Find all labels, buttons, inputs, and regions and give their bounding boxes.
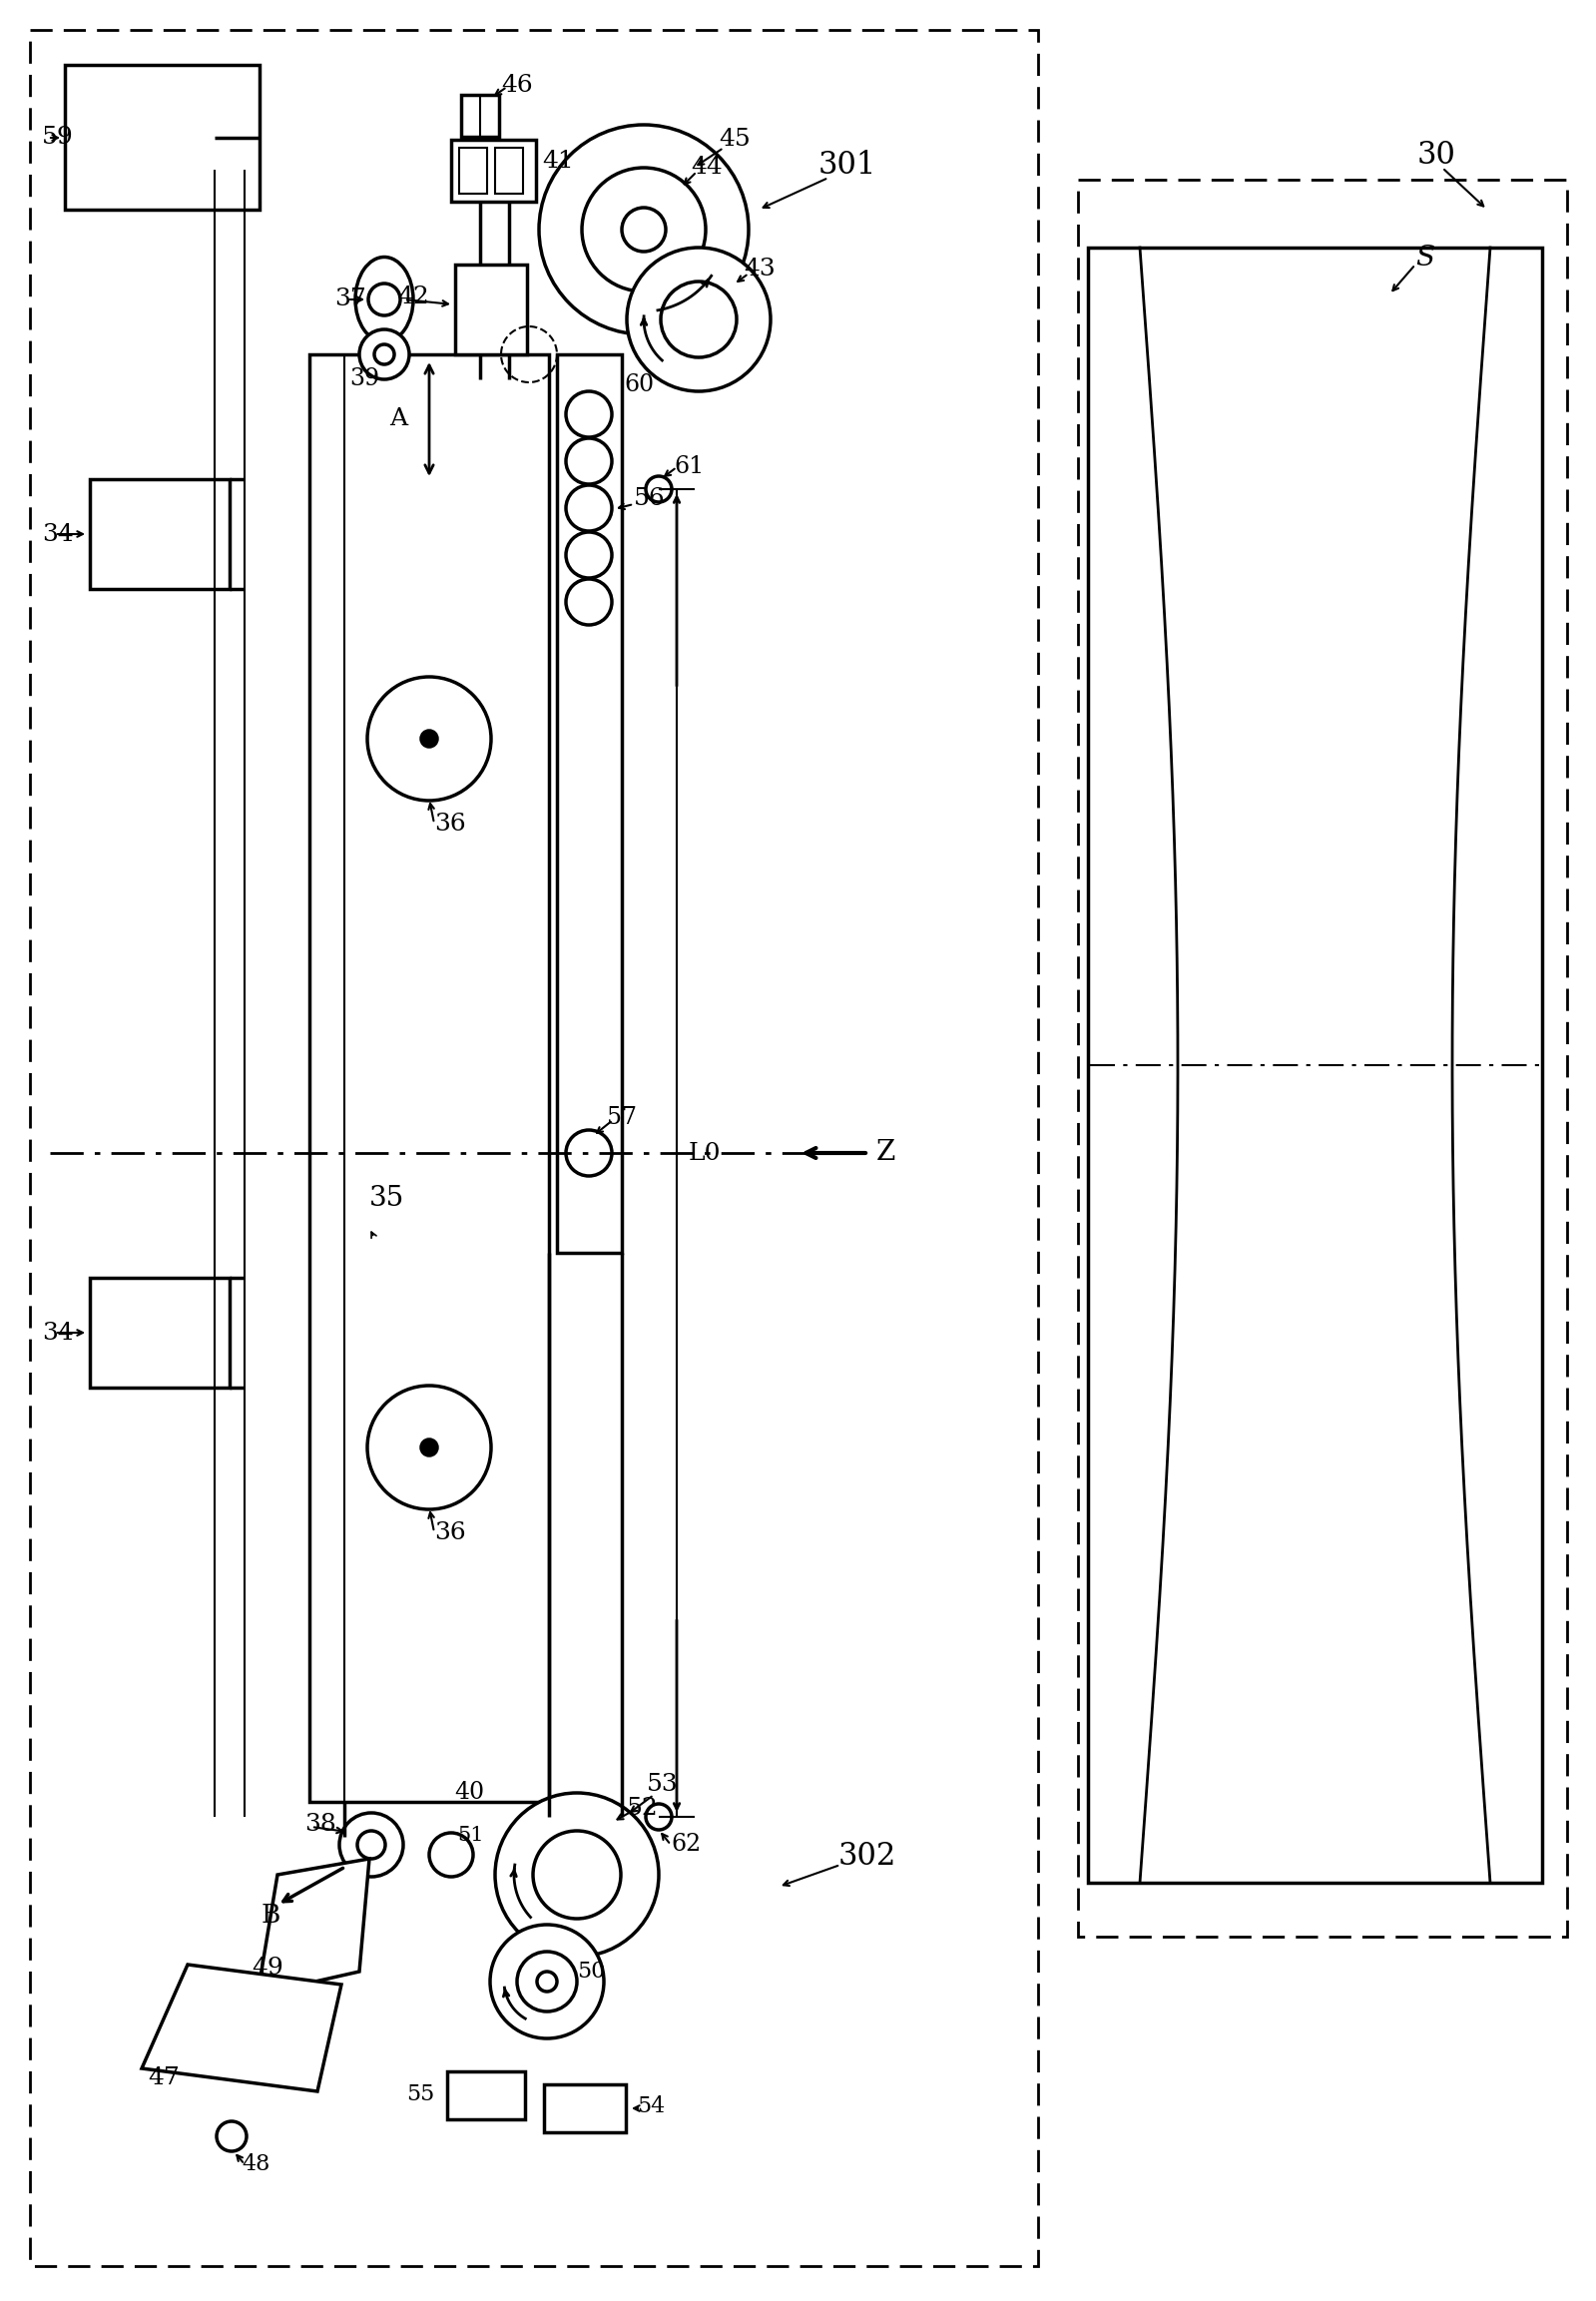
Text: 37: 37: [335, 288, 365, 311]
Text: 301: 301: [819, 150, 876, 179]
Circle shape: [217, 2122, 246, 2151]
Circle shape: [490, 1924, 603, 2039]
Bar: [89, 1277, 230, 1388]
Bar: [447, 2071, 525, 2119]
Circle shape: [421, 732, 437, 748]
Circle shape: [421, 1440, 437, 1457]
Bar: [455, 265, 527, 354]
Bar: [310, 354, 549, 1802]
Circle shape: [661, 281, 737, 357]
Text: 41: 41: [543, 150, 573, 173]
Circle shape: [495, 1792, 659, 1956]
Circle shape: [567, 1130, 611, 1176]
Bar: [461, 94, 500, 136]
Text: 48: 48: [241, 2154, 270, 2174]
Text: 49: 49: [252, 1958, 282, 1981]
Text: 50: 50: [576, 1960, 605, 1983]
Bar: [495, 147, 523, 193]
Bar: [89, 479, 230, 589]
Text: 60: 60: [624, 373, 654, 396]
Circle shape: [539, 124, 749, 334]
Text: 46: 46: [501, 74, 533, 97]
Text: 30: 30: [1417, 140, 1456, 170]
Bar: [557, 354, 622, 1252]
Circle shape: [359, 329, 409, 380]
Circle shape: [622, 207, 666, 251]
Circle shape: [567, 437, 611, 483]
Text: 52: 52: [627, 1797, 659, 1820]
Circle shape: [517, 1951, 576, 2011]
Text: 43: 43: [744, 258, 776, 281]
Text: A: A: [389, 407, 407, 430]
Circle shape: [567, 580, 611, 626]
Circle shape: [567, 532, 611, 578]
Text: 53: 53: [646, 1774, 678, 1797]
Text: 38: 38: [305, 1813, 337, 1836]
Circle shape: [583, 168, 705, 292]
Circle shape: [533, 1832, 621, 1919]
Bar: [460, 147, 487, 193]
Circle shape: [367, 676, 492, 801]
Polygon shape: [257, 1859, 369, 1995]
Text: 45: 45: [718, 129, 750, 152]
Circle shape: [369, 283, 401, 315]
Text: Z: Z: [876, 1139, 895, 1167]
Text: 47: 47: [148, 2066, 179, 2089]
Text: 42: 42: [397, 285, 429, 308]
Circle shape: [375, 345, 394, 364]
Text: 34: 34: [41, 1321, 73, 1344]
Text: 34: 34: [41, 522, 73, 545]
Text: 36: 36: [434, 812, 466, 835]
Text: 51: 51: [456, 1825, 484, 1845]
Bar: [544, 2085, 626, 2133]
Ellipse shape: [356, 258, 413, 343]
Circle shape: [358, 1832, 385, 1859]
Bar: [30, 30, 1037, 2266]
Text: L0: L0: [689, 1141, 721, 1164]
Text: 59: 59: [41, 127, 73, 150]
Text: 44: 44: [691, 156, 723, 179]
Text: S: S: [1416, 244, 1435, 272]
Text: 35: 35: [369, 1185, 404, 1210]
Text: 57: 57: [606, 1107, 637, 1130]
Polygon shape: [142, 1965, 342, 2092]
Text: 39: 39: [350, 368, 380, 391]
Bar: [1077, 179, 1567, 1937]
Text: 62: 62: [670, 1834, 701, 1857]
Bar: [1088, 249, 1542, 1882]
Circle shape: [536, 1972, 557, 1993]
Circle shape: [627, 249, 771, 391]
Circle shape: [367, 1385, 492, 1509]
Text: 40: 40: [455, 1781, 484, 1804]
Text: 55: 55: [405, 2082, 434, 2105]
Circle shape: [646, 476, 672, 502]
Circle shape: [646, 1804, 672, 1829]
Text: B: B: [262, 1903, 281, 1928]
Text: 54: 54: [637, 2096, 666, 2117]
Text: 56: 56: [634, 488, 666, 511]
Circle shape: [567, 391, 611, 437]
Bar: [452, 140, 536, 202]
Text: 36: 36: [434, 1521, 466, 1544]
Text: 61: 61: [674, 456, 704, 479]
Text: 302: 302: [838, 1841, 897, 1873]
Circle shape: [429, 1834, 472, 1878]
Circle shape: [567, 486, 611, 532]
Bar: [65, 64, 260, 209]
Circle shape: [340, 1813, 404, 1878]
